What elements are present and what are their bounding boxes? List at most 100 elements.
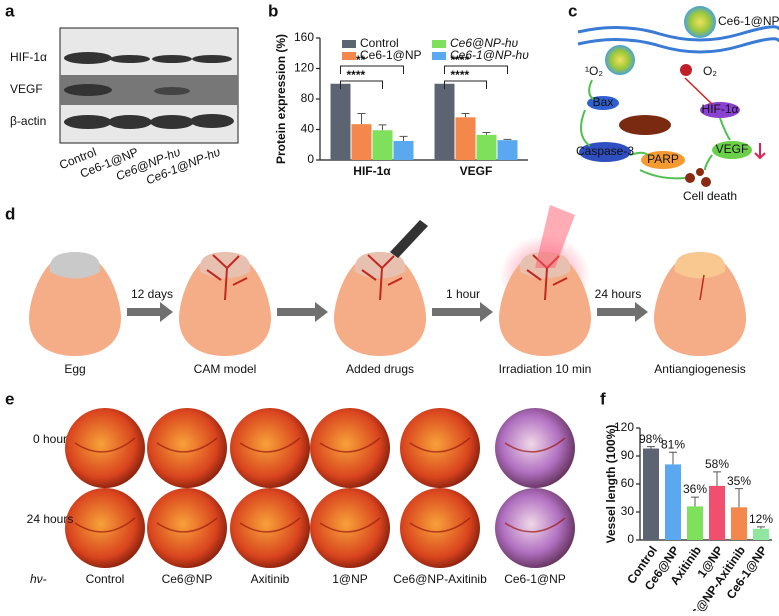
- light-beam: [535, 205, 575, 268]
- error-bar: [482, 132, 491, 135]
- y-tick-label: 120: [614, 420, 634, 434]
- significance-label: ****: [451, 53, 470, 67]
- legend-swatch: [432, 52, 446, 60]
- oxygen-ball: [680, 64, 692, 76]
- egg: [29, 252, 121, 356]
- arrow: [277, 302, 328, 322]
- group-label: 1@NP: [332, 572, 368, 586]
- egg-window: [674, 252, 726, 279]
- blot-bands: [64, 52, 234, 129]
- bar: [497, 140, 518, 160]
- group-label: Ce6@NP: [162, 572, 213, 586]
- vessels: [361, 254, 403, 301]
- bar: [731, 507, 747, 540]
- eggs: [29, 205, 746, 356]
- legend-label: Ce6@NP-hυ: [450, 36, 519, 50]
- parp-shape: [641, 151, 685, 169]
- cell-debris: [685, 168, 711, 187]
- value-label: 81%: [661, 437, 685, 451]
- y-tick-label: 80: [301, 91, 315, 105]
- prefix-label: hν-: [30, 572, 47, 586]
- hif-shape: [700, 102, 740, 118]
- step-label: Added drugs: [346, 362, 414, 376]
- significance-bracket: [340, 65, 404, 74]
- x-tick-label: HIF-1α: [353, 164, 391, 178]
- nanoparticle: [684, 6, 716, 38]
- arrow: [597, 302, 648, 322]
- egg: [334, 252, 426, 356]
- error-bar: [503, 138, 512, 141]
- x-tick-label: VEGF: [460, 164, 493, 178]
- group-label: Axitinib: [251, 572, 290, 586]
- error-bar: [757, 526, 765, 529]
- vessels: [206, 254, 248, 301]
- vessel: [504, 437, 566, 453]
- value-label: 12%: [749, 512, 773, 526]
- error-bar: [357, 112, 366, 125]
- vessels: [699, 274, 705, 301]
- panel-label: d: [5, 204, 15, 223]
- vessel: [409, 517, 471, 533]
- y-tick-label: 0: [627, 532, 634, 546]
- nanoparticle: [605, 45, 635, 75]
- significance-bracket: [444, 80, 487, 89]
- value-label: 36%: [683, 482, 707, 496]
- bar: [372, 130, 393, 160]
- panel-label: b: [268, 1, 278, 20]
- dish-photo: [147, 408, 227, 488]
- significance-label: ****: [451, 68, 470, 82]
- caspase-shape: [579, 142, 631, 162]
- legend-swatch: [342, 52, 356, 60]
- step-label: Egg: [64, 362, 85, 376]
- vessel: [319, 517, 381, 533]
- arrow: [127, 302, 173, 322]
- diagram-label: Bax: [593, 95, 614, 109]
- y-tick-label: 60: [621, 476, 635, 490]
- bar: [455, 117, 476, 160]
- dish-photo: [65, 408, 145, 488]
- significance-bracket: [340, 80, 383, 89]
- egg-window: [49, 252, 101, 279]
- diagram-label: Caspase-3: [576, 144, 634, 158]
- dish-photo: [147, 488, 227, 568]
- bar: [665, 464, 681, 540]
- group-label: Ce6@NP-Axitinib: [393, 572, 487, 586]
- bar: [351, 124, 372, 160]
- legend-label: Control: [360, 36, 399, 50]
- pathway-arrows: [580, 79, 731, 180]
- diagram-label: PARP: [647, 152, 679, 166]
- diagram-label: Ce6-1@NP: [718, 14, 779, 28]
- y-tick-label: 40: [301, 122, 315, 136]
- diagram-label: ¹O₂: [585, 64, 603, 78]
- down-arrow: [754, 143, 766, 160]
- membrane: [577, 25, 779, 54]
- mitochondrion: [619, 115, 671, 135]
- inhibit-line: [684, 77, 713, 105]
- dish-photo: [230, 488, 310, 568]
- step-label: CAM model: [194, 362, 257, 376]
- vessel: [409, 437, 471, 453]
- legend-label: Ce6-1@NP-hυ: [450, 48, 529, 62]
- diagram-label: Cell death: [683, 189, 737, 203]
- dishes: [65, 408, 575, 568]
- bar: [753, 528, 769, 540]
- panel-label: e: [5, 389, 14, 408]
- error-bar: [735, 488, 743, 508]
- arrow: [432, 302, 493, 322]
- error-bar: [461, 112, 470, 118]
- egg: [499, 252, 591, 356]
- vessel: [74, 437, 136, 453]
- step-label: Antiangiogenesis: [654, 362, 745, 376]
- dish-photo: [495, 488, 575, 568]
- vessel: [74, 517, 136, 533]
- value-label: 58%: [705, 457, 729, 471]
- vessel: [319, 437, 381, 453]
- y-tick-label: 90: [621, 448, 635, 462]
- value-label: 98%: [639, 432, 663, 446]
- dish-photo: [230, 408, 310, 488]
- interval-label: 1 hour: [446, 287, 480, 301]
- interval-label: 12 days: [131, 287, 173, 301]
- vessel: [239, 517, 301, 533]
- bar: [687, 506, 703, 540]
